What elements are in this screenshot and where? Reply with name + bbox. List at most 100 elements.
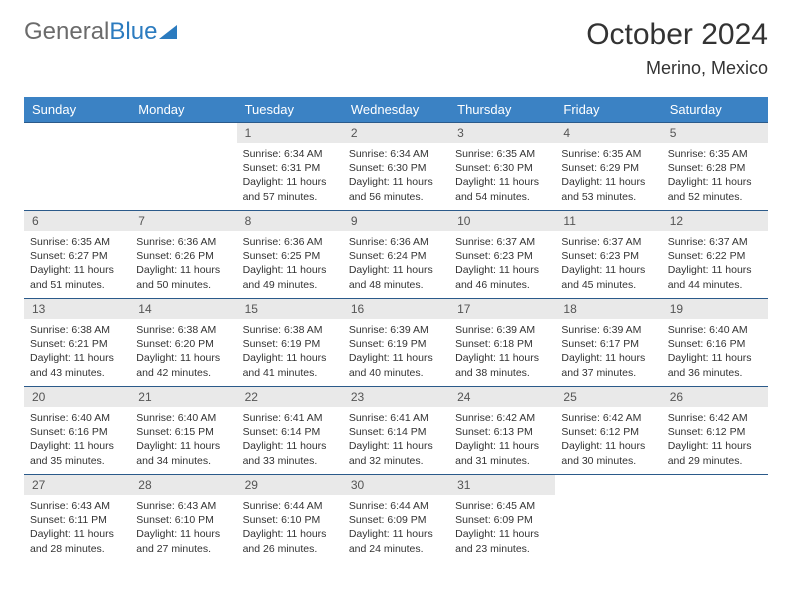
day-body: Sunrise: 6:39 AMSunset: 6:19 PMDaylight:…	[343, 319, 449, 384]
day-body: Sunrise: 6:40 AMSunset: 6:16 PMDaylight:…	[24, 407, 130, 472]
day-body: Sunrise: 6:45 AMSunset: 6:09 PMDaylight:…	[449, 495, 555, 560]
calendar-cell: 1Sunrise: 6:34 AMSunset: 6:31 PMDaylight…	[237, 123, 343, 211]
day-number: 16	[343, 299, 449, 319]
calendar-cell: 15Sunrise: 6:38 AMSunset: 6:19 PMDayligh…	[237, 299, 343, 387]
day-number: 24	[449, 387, 555, 407]
day-body: Sunrise: 6:40 AMSunset: 6:16 PMDaylight:…	[662, 319, 768, 384]
calendar-cell: 17Sunrise: 6:39 AMSunset: 6:18 PMDayligh…	[449, 299, 555, 387]
day-body: Sunrise: 6:38 AMSunset: 6:20 PMDaylight:…	[130, 319, 236, 384]
calendar-cell: 9Sunrise: 6:36 AMSunset: 6:24 PMDaylight…	[343, 211, 449, 299]
day-number: 28	[130, 475, 236, 495]
day-number: 14	[130, 299, 236, 319]
day-number: 29	[237, 475, 343, 495]
day-body: Sunrise: 6:43 AMSunset: 6:11 PMDaylight:…	[24, 495, 130, 560]
calendar-cell: 29Sunrise: 6:44 AMSunset: 6:10 PMDayligh…	[237, 475, 343, 563]
day-number: 30	[343, 475, 449, 495]
day-number: 18	[555, 299, 661, 319]
calendar-table: SundayMondayTuesdayWednesdayThursdayFrid…	[24, 97, 768, 563]
day-number: 19	[662, 299, 768, 319]
day-body: Sunrise: 6:34 AMSunset: 6:31 PMDaylight:…	[237, 143, 343, 208]
calendar-row: 27Sunrise: 6:43 AMSunset: 6:11 PMDayligh…	[24, 475, 768, 563]
day-number: 7	[130, 211, 236, 231]
weekday-header: Friday	[555, 97, 661, 123]
calendar-cell: 19Sunrise: 6:40 AMSunset: 6:16 PMDayligh…	[662, 299, 768, 387]
day-body: Sunrise: 6:39 AMSunset: 6:18 PMDaylight:…	[449, 319, 555, 384]
calendar-head: SundayMondayTuesdayWednesdayThursdayFrid…	[24, 97, 768, 123]
calendar-row: 13Sunrise: 6:38 AMSunset: 6:21 PMDayligh…	[24, 299, 768, 387]
day-body: Sunrise: 6:39 AMSunset: 6:17 PMDaylight:…	[555, 319, 661, 384]
weekday-header: Sunday	[24, 97, 130, 123]
day-number: 21	[130, 387, 236, 407]
day-number: 8	[237, 211, 343, 231]
calendar-cell: 22Sunrise: 6:41 AMSunset: 6:14 PMDayligh…	[237, 387, 343, 475]
calendar-cell-empty	[555, 475, 661, 563]
day-number: 17	[449, 299, 555, 319]
calendar-cell: 3Sunrise: 6:35 AMSunset: 6:30 PMDaylight…	[449, 123, 555, 211]
calendar-cell: 10Sunrise: 6:37 AMSunset: 6:23 PMDayligh…	[449, 211, 555, 299]
day-number: 11	[555, 211, 661, 231]
logo: GeneralBlue	[24, 18, 177, 46]
calendar-cell: 8Sunrise: 6:36 AMSunset: 6:25 PMDaylight…	[237, 211, 343, 299]
day-number: 13	[24, 299, 130, 319]
calendar-cell: 23Sunrise: 6:41 AMSunset: 6:14 PMDayligh…	[343, 387, 449, 475]
calendar-cell-empty	[130, 123, 236, 211]
day-number: 26	[662, 387, 768, 407]
sail-icon	[159, 25, 177, 39]
day-number: 15	[237, 299, 343, 319]
header: GeneralBlue October 2024 Merino, Mexico	[24, 18, 768, 79]
day-body: Sunrise: 6:42 AMSunset: 6:12 PMDaylight:…	[555, 407, 661, 472]
weekday-header: Monday	[130, 97, 236, 123]
day-body: Sunrise: 6:37 AMSunset: 6:23 PMDaylight:…	[449, 231, 555, 296]
month-title: October 2024	[586, 18, 768, 52]
calendar-body: 1Sunrise: 6:34 AMSunset: 6:31 PMDaylight…	[24, 123, 768, 563]
day-body: Sunrise: 6:35 AMSunset: 6:27 PMDaylight:…	[24, 231, 130, 296]
day-number: 25	[555, 387, 661, 407]
day-number: 12	[662, 211, 768, 231]
day-body: Sunrise: 6:42 AMSunset: 6:13 PMDaylight:…	[449, 407, 555, 472]
calendar-cell: 20Sunrise: 6:40 AMSunset: 6:16 PMDayligh…	[24, 387, 130, 475]
calendar-cell: 25Sunrise: 6:42 AMSunset: 6:12 PMDayligh…	[555, 387, 661, 475]
day-body: Sunrise: 6:38 AMSunset: 6:21 PMDaylight:…	[24, 319, 130, 384]
calendar-cell-empty	[24, 123, 130, 211]
calendar-cell: 13Sunrise: 6:38 AMSunset: 6:21 PMDayligh…	[24, 299, 130, 387]
day-body: Sunrise: 6:44 AMSunset: 6:10 PMDaylight:…	[237, 495, 343, 560]
day-number: 10	[449, 211, 555, 231]
day-body: Sunrise: 6:44 AMSunset: 6:09 PMDaylight:…	[343, 495, 449, 560]
day-number: 3	[449, 123, 555, 143]
calendar-row: 1Sunrise: 6:34 AMSunset: 6:31 PMDaylight…	[24, 123, 768, 211]
calendar-cell: 11Sunrise: 6:37 AMSunset: 6:23 PMDayligh…	[555, 211, 661, 299]
day-body: Sunrise: 6:35 AMSunset: 6:29 PMDaylight:…	[555, 143, 661, 208]
day-number: 23	[343, 387, 449, 407]
calendar-cell: 6Sunrise: 6:35 AMSunset: 6:27 PMDaylight…	[24, 211, 130, 299]
location-label: Merino, Mexico	[586, 58, 768, 79]
day-body: Sunrise: 6:43 AMSunset: 6:10 PMDaylight:…	[130, 495, 236, 560]
day-body: Sunrise: 6:35 AMSunset: 6:28 PMDaylight:…	[662, 143, 768, 208]
day-number: 1	[237, 123, 343, 143]
day-number: 4	[555, 123, 661, 143]
calendar-cell: 5Sunrise: 6:35 AMSunset: 6:28 PMDaylight…	[662, 123, 768, 211]
day-body: Sunrise: 6:36 AMSunset: 6:26 PMDaylight:…	[130, 231, 236, 296]
weekday-header: Tuesday	[237, 97, 343, 123]
weekday-header: Wednesday	[343, 97, 449, 123]
logo-text-gray: General	[24, 18, 109, 46]
calendar-cell: 7Sunrise: 6:36 AMSunset: 6:26 PMDaylight…	[130, 211, 236, 299]
calendar-cell: 21Sunrise: 6:40 AMSunset: 6:15 PMDayligh…	[130, 387, 236, 475]
logo-text-blue: Blue	[109, 18, 157, 46]
calendar-cell: 4Sunrise: 6:35 AMSunset: 6:29 PMDaylight…	[555, 123, 661, 211]
weekday-header: Saturday	[662, 97, 768, 123]
day-body: Sunrise: 6:37 AMSunset: 6:23 PMDaylight:…	[555, 231, 661, 296]
day-body: Sunrise: 6:41 AMSunset: 6:14 PMDaylight:…	[343, 407, 449, 472]
calendar-cell: 16Sunrise: 6:39 AMSunset: 6:19 PMDayligh…	[343, 299, 449, 387]
calendar-cell: 12Sunrise: 6:37 AMSunset: 6:22 PMDayligh…	[662, 211, 768, 299]
calendar-cell: 18Sunrise: 6:39 AMSunset: 6:17 PMDayligh…	[555, 299, 661, 387]
day-body: Sunrise: 6:36 AMSunset: 6:24 PMDaylight:…	[343, 231, 449, 296]
calendar-cell: 28Sunrise: 6:43 AMSunset: 6:10 PMDayligh…	[130, 475, 236, 563]
day-body: Sunrise: 6:38 AMSunset: 6:19 PMDaylight:…	[237, 319, 343, 384]
day-body: Sunrise: 6:34 AMSunset: 6:30 PMDaylight:…	[343, 143, 449, 208]
weekday-row: SundayMondayTuesdayWednesdayThursdayFrid…	[24, 97, 768, 123]
day-body: Sunrise: 6:37 AMSunset: 6:22 PMDaylight:…	[662, 231, 768, 296]
calendar-cell: 2Sunrise: 6:34 AMSunset: 6:30 PMDaylight…	[343, 123, 449, 211]
day-number: 20	[24, 387, 130, 407]
day-number: 6	[24, 211, 130, 231]
calendar-cell: 26Sunrise: 6:42 AMSunset: 6:12 PMDayligh…	[662, 387, 768, 475]
